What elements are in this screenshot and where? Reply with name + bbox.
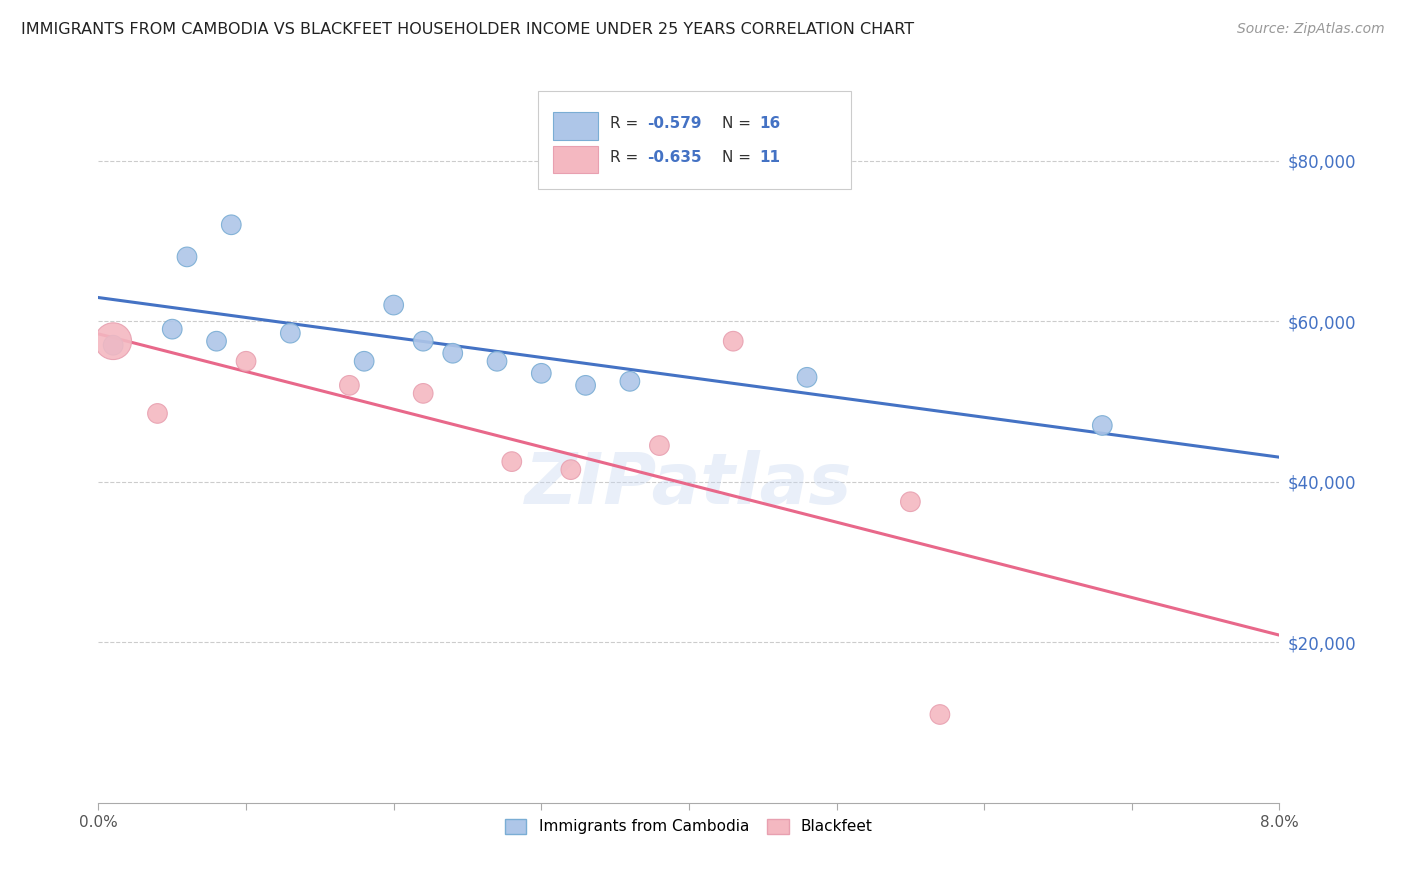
Point: [619, 374, 641, 388]
FancyBboxPatch shape: [553, 112, 598, 139]
Point: [929, 707, 952, 722]
Point: [441, 346, 464, 360]
Point: [796, 370, 818, 384]
Point: [560, 462, 582, 476]
Text: R =: R =: [610, 150, 643, 165]
Point: [205, 334, 228, 348]
Text: Source: ZipAtlas.com: Source: ZipAtlas.com: [1237, 22, 1385, 37]
Point: [162, 322, 183, 336]
Text: IMMIGRANTS FROM CAMBODIA VS BLACKFEET HOUSEHOLDER INCOME UNDER 25 YEARS CORRELAT: IMMIGRANTS FROM CAMBODIA VS BLACKFEET HO…: [21, 22, 914, 37]
Text: N =: N =: [723, 150, 756, 165]
Text: 11: 11: [759, 150, 780, 165]
Text: ZIPatlas: ZIPatlas: [526, 450, 852, 519]
Point: [235, 354, 257, 368]
Point: [530, 366, 553, 380]
FancyBboxPatch shape: [553, 146, 598, 173]
FancyBboxPatch shape: [537, 91, 851, 189]
Point: [103, 334, 125, 348]
Text: -0.635: -0.635: [648, 150, 702, 165]
Text: 16: 16: [759, 116, 782, 131]
Point: [353, 354, 375, 368]
Point: [176, 250, 198, 264]
Point: [412, 386, 434, 401]
Point: [103, 338, 125, 352]
Text: -0.579: -0.579: [648, 116, 702, 131]
Legend: Immigrants from Cambodia, Blackfeet: Immigrants from Cambodia, Blackfeet: [498, 812, 880, 842]
Point: [382, 298, 405, 312]
Point: [412, 334, 434, 348]
Text: N =: N =: [723, 116, 756, 131]
Point: [339, 378, 361, 392]
Point: [1091, 418, 1114, 433]
Point: [501, 454, 523, 468]
Point: [900, 494, 922, 508]
Point: [648, 438, 671, 452]
Text: R =: R =: [610, 116, 643, 131]
Point: [146, 406, 169, 420]
Point: [575, 378, 598, 392]
Point: [486, 354, 509, 368]
Point: [221, 218, 243, 232]
Point: [723, 334, 745, 348]
Point: [280, 326, 302, 340]
